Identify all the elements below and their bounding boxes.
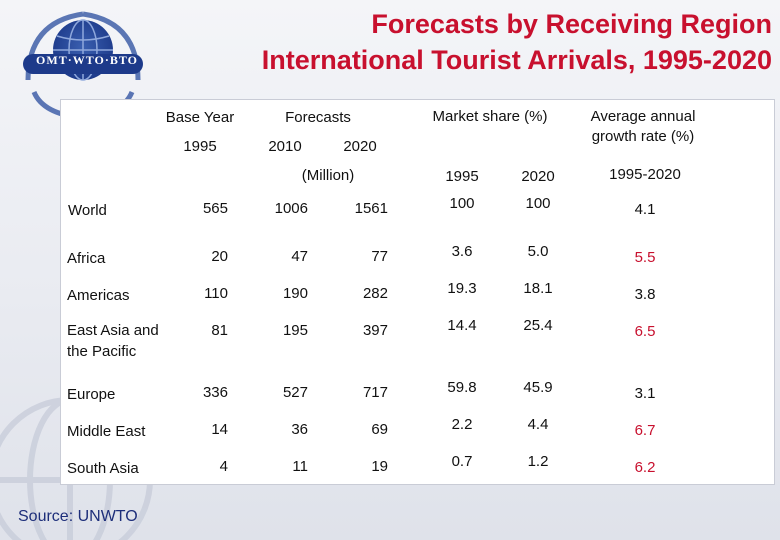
cell-share1995: 59.8 — [447, 379, 477, 396]
region-label: World — [68, 200, 107, 221]
cell-y1995: 4 — [219, 458, 228, 475]
header-forecast-2020: 2020 — [343, 138, 377, 155]
cell-share2020: 100 — [525, 195, 551, 212]
header-share-1995: 1995 — [445, 168, 479, 185]
cell-share1995: 14.4 — [447, 317, 477, 334]
region-label: Africa — [67, 248, 105, 269]
cell-y1995: 110 — [204, 285, 228, 302]
header-forecast-2010: 2010 — [268, 138, 302, 155]
forecast-table — [60, 99, 775, 485]
header-million: (Million) — [301, 167, 355, 184]
cell-growth: 6.2 — [634, 459, 656, 476]
cell-y2010: 1006 — [274, 200, 308, 217]
region-label: East Asia and the Pacific — [67, 320, 159, 362]
region-label-line: East Asia and — [67, 322, 159, 339]
cell-share2020: 1.2 — [527, 453, 549, 470]
cell-share1995: 0.7 — [451, 453, 473, 470]
region-label-line: Americas — [67, 287, 130, 304]
header-base-year: Base Year — [165, 109, 235, 126]
cell-y2020: 69 — [371, 421, 388, 438]
cell-y2010: 190 — [282, 285, 308, 302]
cell-y2010: 527 — [282, 384, 308, 401]
cell-y2020: 19 — [371, 458, 388, 475]
title-line-1: Forecasts by Receiving Region — [371, 9, 772, 39]
cell-share2020: 45.9 — [523, 379, 553, 396]
region-label: Americas — [67, 285, 130, 306]
region-label: Middle East — [67, 421, 145, 442]
page-title: Forecasts by Receiving Region Internatio… — [262, 6, 772, 78]
cell-y1995: 81 — [211, 322, 228, 339]
cell-share1995: 100 — [449, 195, 475, 212]
region-label: South Asia — [67, 458, 139, 479]
header-growth-period: 1995-2020 — [609, 166, 681, 183]
cell-share1995: 2.2 — [451, 416, 473, 433]
region-label-line: South Asia — [67, 460, 139, 477]
cell-y1995: 14 — [211, 421, 228, 438]
unwto-logo: OMT·WTO·BTO — [8, 2, 158, 122]
header-share-2020: 2020 — [521, 168, 555, 185]
cell-y2020: 282 — [362, 285, 388, 302]
cell-y1995: 20 — [211, 248, 228, 265]
cell-y2010: 195 — [282, 322, 308, 339]
cell-share2020: 18.1 — [523, 280, 553, 297]
cell-share2020: 25.4 — [523, 317, 553, 334]
source-note: Source: UNWTO — [18, 508, 138, 525]
cell-y1995: 565 — [202, 200, 228, 217]
cell-y2010: 36 — [291, 421, 308, 438]
region-label-line: the Pacific — [67, 343, 137, 360]
region-label-line: Middle East — [67, 423, 146, 440]
cell-growth: 4.1 — [634, 201, 656, 218]
cell-share2020: 5.0 — [527, 243, 549, 260]
cell-share1995: 3.6 — [451, 243, 473, 260]
cell-y2020: 1561 — [354, 200, 388, 217]
region-label-line: World — [68, 202, 107, 219]
header-base-year-value: 1995 — [183, 138, 217, 155]
cell-growth: 6.7 — [634, 422, 656, 439]
header-growth-line-2: growth rate (%) — [591, 128, 695, 145]
cell-share2020: 4.4 — [527, 416, 549, 433]
cell-growth: 5.5 — [634, 249, 656, 266]
cell-y2010: 47 — [291, 248, 308, 265]
cell-growth: 6.5 — [634, 323, 656, 340]
region-label-line: Africa — [67, 250, 106, 267]
header-growth-line-1: Average annual — [590, 108, 696, 125]
cell-growth: 3.8 — [634, 286, 656, 303]
header-market-share: Market share (%) — [432, 108, 548, 125]
cell-y2020: 77 — [371, 248, 388, 265]
region-label: Europe — [67, 384, 115, 405]
cell-growth: 3.1 — [634, 385, 656, 402]
region-label-line: Europe — [67, 386, 116, 403]
cell-share1995: 19.3 — [447, 280, 477, 297]
cell-y1995: 336 — [202, 384, 228, 401]
cell-y2010: 11 — [292, 458, 308, 475]
title-line-2: International Tourist Arrivals, 1995-202… — [261, 45, 772, 75]
header-forecasts: Forecasts — [285, 109, 351, 126]
cell-y2020: 397 — [362, 322, 388, 339]
cell-y2020: 717 — [362, 384, 388, 401]
logo-text: OMT·WTO·BTO — [36, 53, 138, 67]
